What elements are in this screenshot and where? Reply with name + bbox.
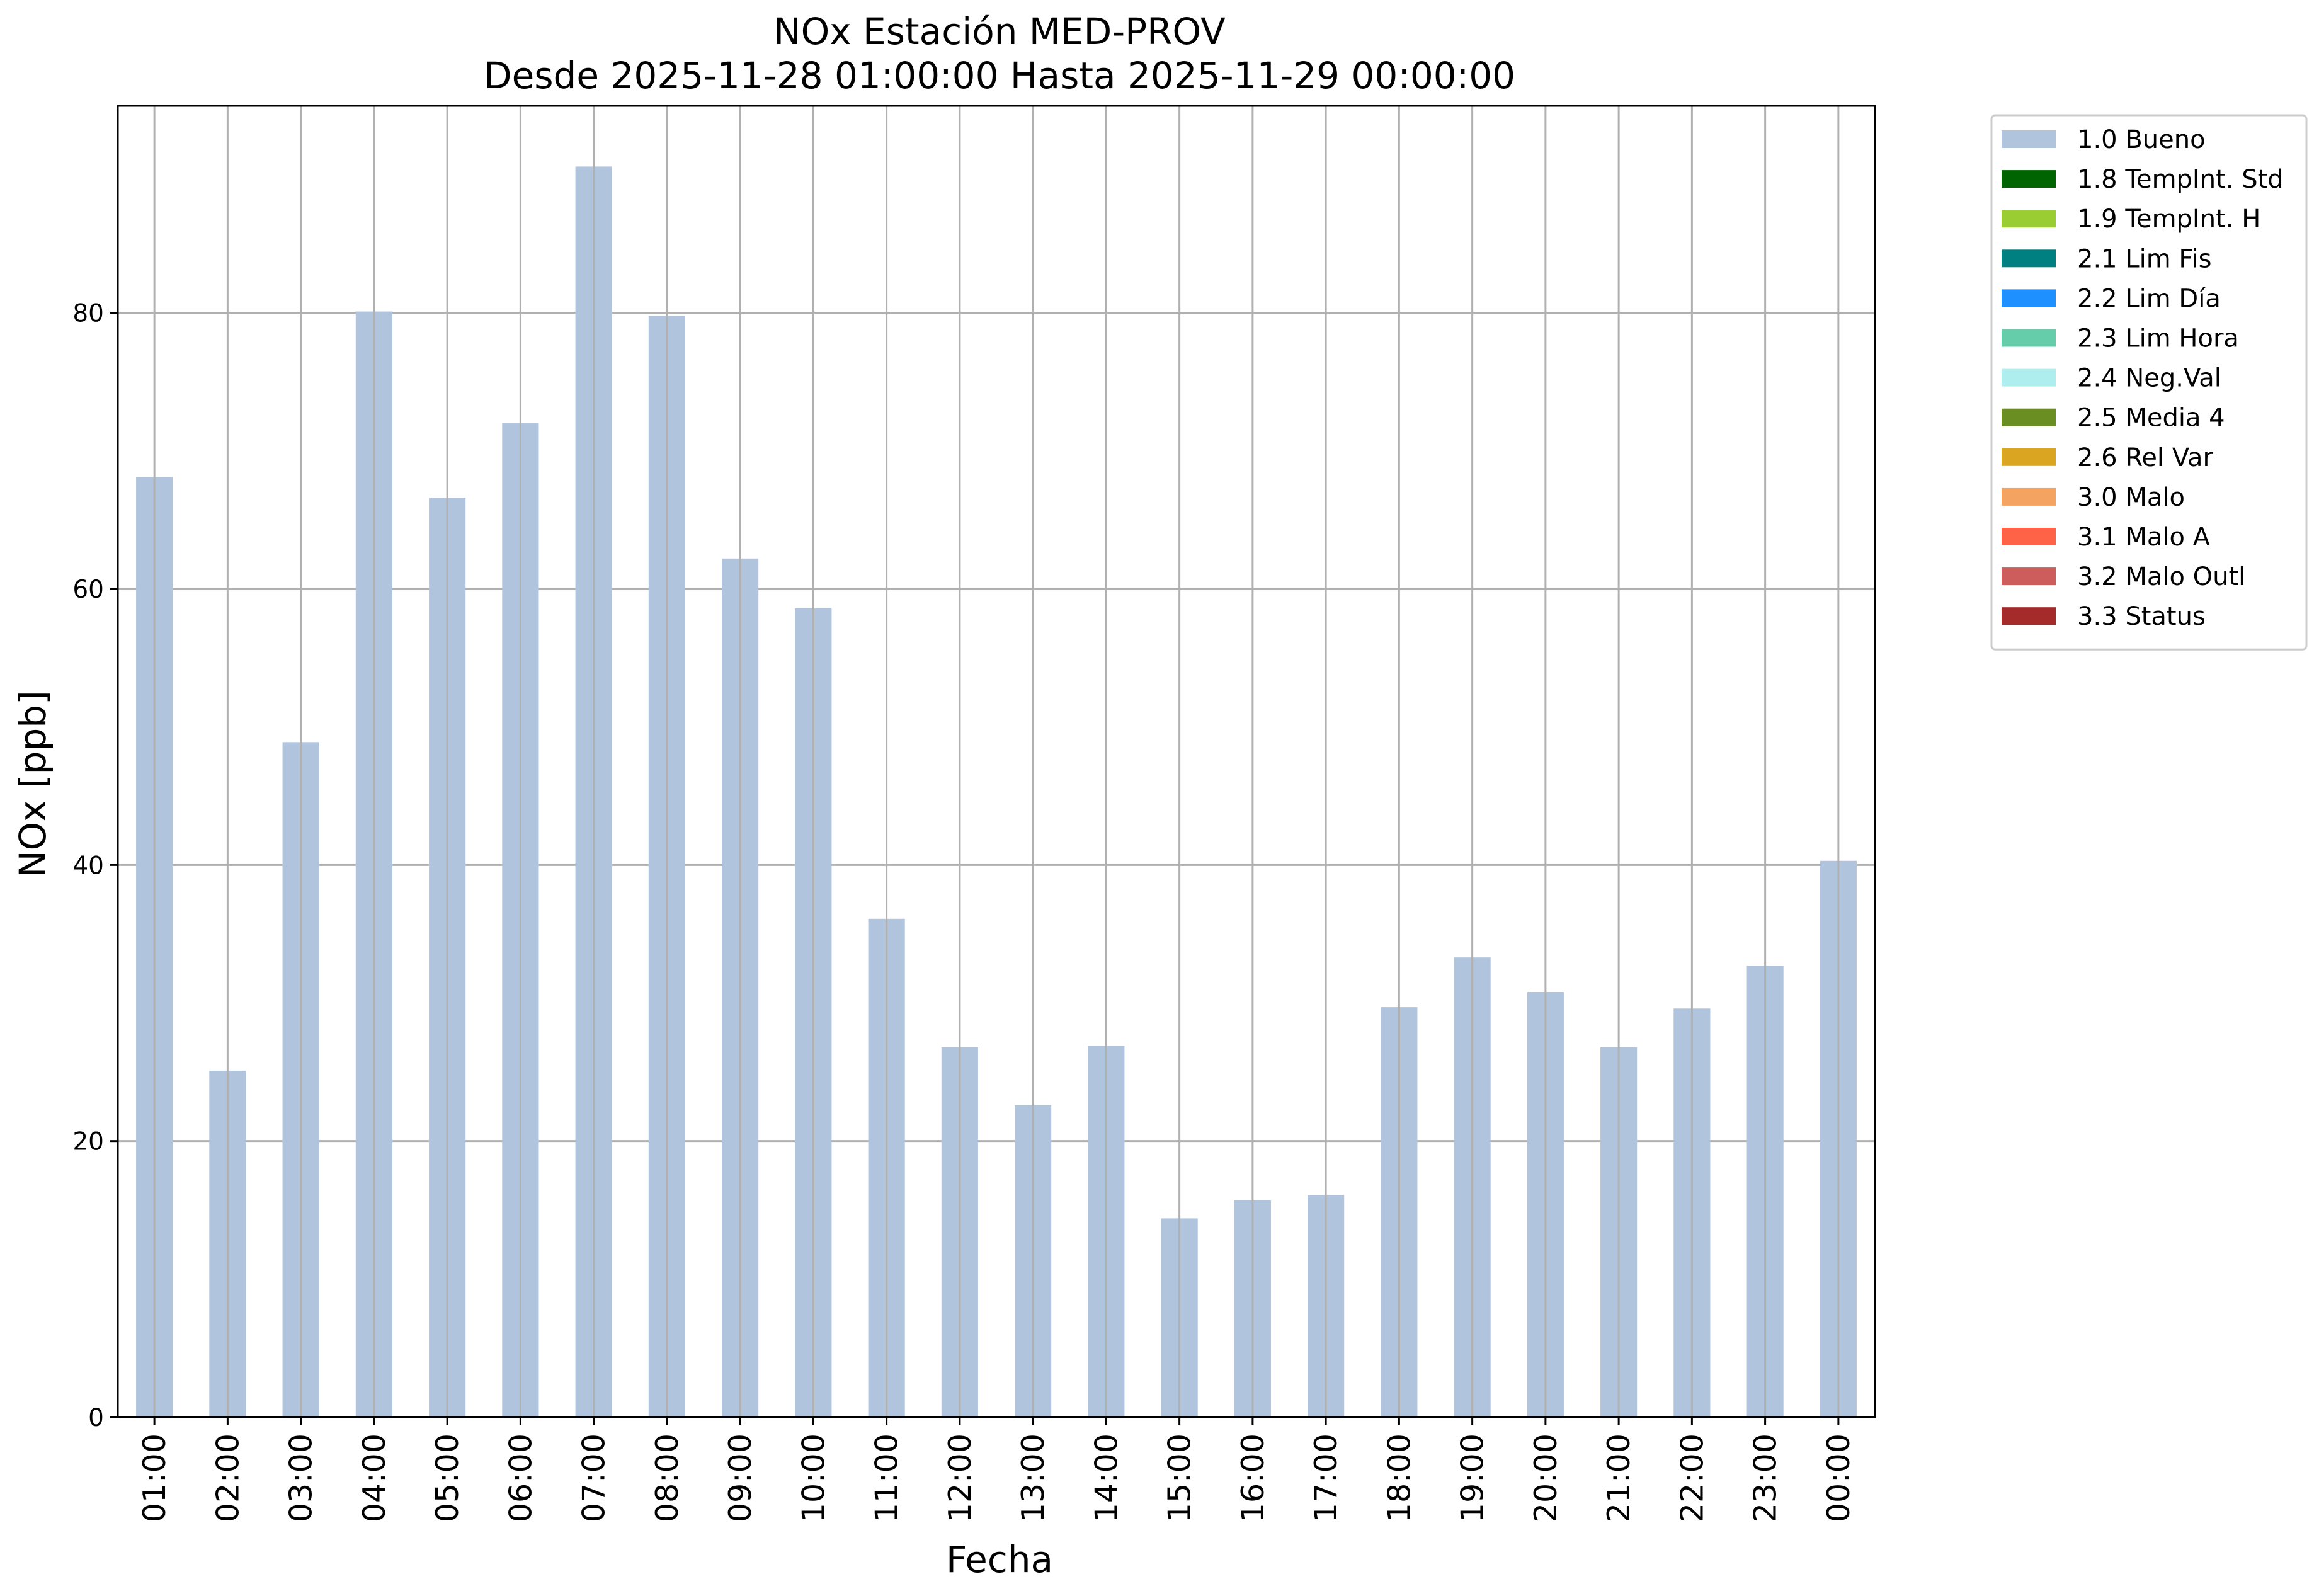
x-tick-label: 16:00 xyxy=(1235,1434,1271,1522)
legend-label: 3.2 Malo Outl xyxy=(2077,562,2245,591)
gridlines xyxy=(118,312,1875,1143)
legend-label: 2.3 Lim Hora xyxy=(2077,324,2239,353)
legend-swatch xyxy=(2002,289,2056,307)
x-tick-label: 06:00 xyxy=(503,1434,538,1522)
legend-swatch xyxy=(2002,170,2056,188)
y-tick-label: 60 xyxy=(72,576,104,604)
x-tick-label: 08:00 xyxy=(649,1434,685,1522)
x-tick-label: 05:00 xyxy=(430,1434,465,1522)
vertical-gridlines xyxy=(153,106,1840,1417)
y-tick-label: 80 xyxy=(72,300,104,328)
x-tick-label: 09:00 xyxy=(722,1434,758,1522)
legend-label: 1.0 Bueno xyxy=(2077,125,2206,154)
legend-label: 1.9 TempInt. H xyxy=(2077,205,2260,234)
x-axis-ticks: 01:00 02:00 03:00 04:00 05:00 06:00 07:00 08:00… xyxy=(137,1417,1857,1522)
chart-title: NOx Estación MED-PROV xyxy=(773,10,1226,53)
legend-label: 2.6 Rel Var xyxy=(2077,443,2214,472)
legend-swatch xyxy=(2002,567,2056,586)
x-tick-label: 15:00 xyxy=(1162,1434,1198,1522)
legend-label: 3.0 Malo xyxy=(2077,483,2185,512)
x-tick-label: 12:00 xyxy=(942,1434,978,1522)
legend-swatch xyxy=(2002,487,2056,506)
x-tick-label: 01:00 xyxy=(137,1434,173,1522)
legend-label: 3.1 Malo A xyxy=(2077,523,2211,552)
legend-label: 1.8 TempInt. Std xyxy=(2077,165,2284,194)
y-tick-label: 40 xyxy=(72,852,104,880)
plot-background xyxy=(118,106,1875,1417)
legend-label: 3.3 Status xyxy=(2077,602,2206,631)
x-tick-label: 22:00 xyxy=(1674,1434,1710,1522)
legend-swatch xyxy=(2002,448,2056,466)
legend-label: 2.2 Lim Día xyxy=(2077,284,2221,313)
legend: 1.0 Bueno 1.8 TempInt. Std 1.9 TempInt. H 2… xyxy=(1990,114,2308,651)
legend-label: 2.4 Neg.Val xyxy=(2077,364,2221,393)
x-tick-label: 14:00 xyxy=(1088,1434,1124,1522)
legend-swatch xyxy=(2002,329,2056,347)
x-tick-label: 07:00 xyxy=(576,1434,612,1522)
plot-border xyxy=(117,105,1876,1418)
x-tick-label: 20:00 xyxy=(1528,1434,1564,1522)
legend-swatch xyxy=(2002,249,2056,268)
x-tick-label: 17:00 xyxy=(1308,1434,1344,1522)
x-tick-label: 21:00 xyxy=(1601,1434,1637,1522)
legend-swatch xyxy=(2002,528,2056,545)
x-tick-label: 23:00 xyxy=(1748,1434,1784,1522)
plot-area xyxy=(118,106,1875,1417)
y-axis-ticks: 0 20 40 60 80 xyxy=(72,300,118,1432)
x-tick-label: 00:00 xyxy=(1821,1434,1857,1522)
y-tick-label: 0 xyxy=(88,1404,104,1432)
x-tick-label: 04:00 xyxy=(356,1434,392,1522)
legend-label: 2.1 Lim Fis xyxy=(2077,244,2211,273)
y-tick-label: 20 xyxy=(72,1128,104,1156)
legend-swatch xyxy=(2002,607,2056,625)
x-axis-label: Fecha xyxy=(946,1538,1053,1581)
x-tick-label: 02:00 xyxy=(210,1434,246,1522)
y-axis-label: NOx [ppb] xyxy=(11,690,54,878)
chart-subtitle: Desde 2025-11-28 01:00:00 Hasta 2025-11-… xyxy=(484,54,1515,97)
x-tick-label: 13:00 xyxy=(1015,1434,1051,1522)
legend-swatch xyxy=(2002,368,2056,387)
legend-swatch xyxy=(2002,408,2056,426)
legend-box xyxy=(1990,114,2308,651)
plot-frame xyxy=(117,105,1876,1418)
legend-swatch xyxy=(2002,210,2056,228)
x-tick-label: 19:00 xyxy=(1455,1434,1491,1522)
x-tick-label: 18:00 xyxy=(1381,1434,1417,1522)
legend-swatch xyxy=(2002,130,2056,148)
x-tick-label: 03:00 xyxy=(283,1434,319,1522)
legend-label: 2.5 Media 4 xyxy=(2077,404,2225,433)
x-tick-label: 11:00 xyxy=(869,1434,905,1522)
x-tick-label: 10:00 xyxy=(795,1434,831,1522)
